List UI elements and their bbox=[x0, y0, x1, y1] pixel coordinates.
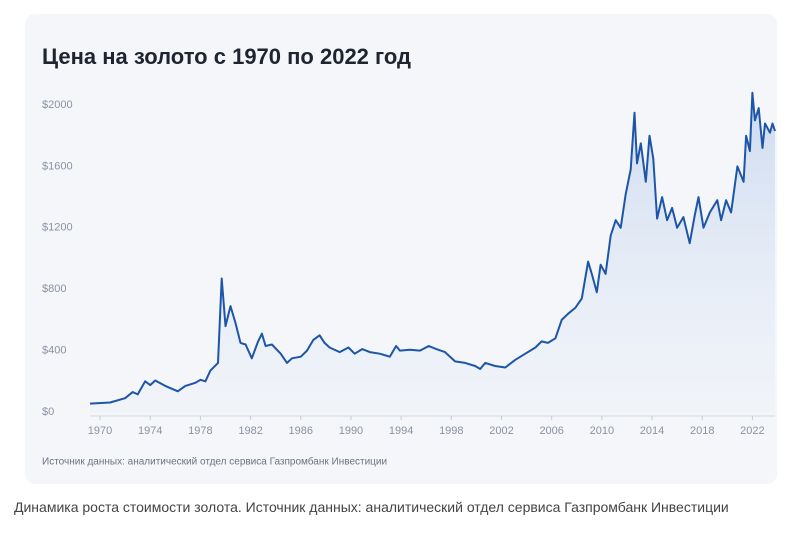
x-tick-label: 1990 bbox=[339, 425, 363, 437]
chart: Цена на золото с 1970 по 2022 год Источн… bbox=[25, 14, 777, 484]
y-tick-label: $0 bbox=[42, 406, 54, 418]
y-tick-label: $1600 bbox=[42, 160, 73, 172]
line bbox=[89, 91, 776, 405]
y-tick-label: $400 bbox=[42, 345, 66, 357]
x-tick-label: 1986 bbox=[289, 425, 313, 437]
x-tick-label: 2014 bbox=[640, 425, 664, 437]
x-tick-label: 2002 bbox=[489, 425, 513, 437]
y-tick-label: $2000 bbox=[42, 99, 73, 111]
x-tick-label: 1994 bbox=[389, 425, 413, 437]
x-tick-label: 2022 bbox=[740, 425, 764, 437]
x-tick-label: 1978 bbox=[188, 425, 212, 437]
x-tick-label: 2018 bbox=[690, 425, 714, 437]
source-note: Источник данных: аналитический отдел сер… bbox=[42, 456, 387, 468]
y-tick-label: $1200 bbox=[42, 222, 73, 234]
chart-title: Цена на золото с 1970 по 2022 год bbox=[42, 44, 411, 69]
x-tick-label: 1998 bbox=[439, 425, 463, 437]
x-tick-label: 2006 bbox=[539, 425, 563, 437]
x-tick-label: 1970 bbox=[88, 425, 112, 437]
x-tick-label: 1982 bbox=[238, 425, 262, 437]
area bbox=[90, 92, 775, 413]
x-tick-label: 1974 bbox=[138, 425, 162, 437]
x-tick-label: 2010 bbox=[590, 425, 614, 437]
caption: Динамика роста стоимости золота. Источни… bbox=[14, 499, 729, 515]
y-tick-label: $800 bbox=[42, 283, 66, 295]
